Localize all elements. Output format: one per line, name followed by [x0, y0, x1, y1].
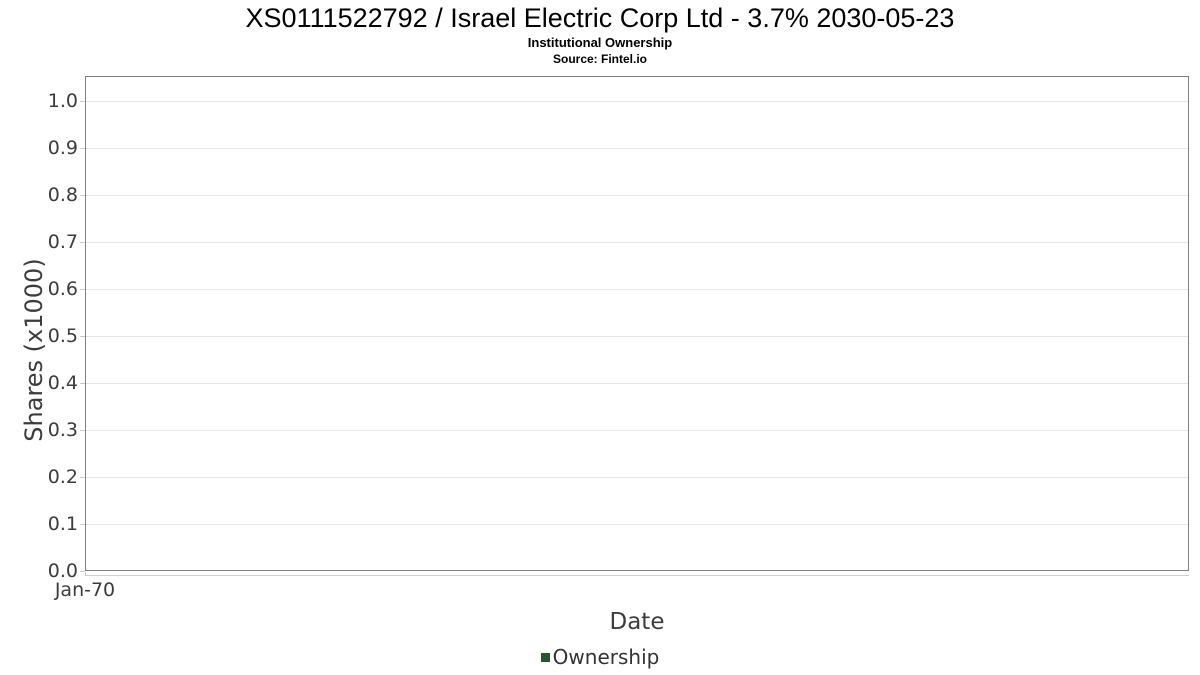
- chart-source: Source: Fintel.io: [552, 52, 647, 66]
- y-gridline: [86, 336, 1188, 337]
- y-tick-label: 0.1: [47, 513, 78, 535]
- y-tick-mark: [80, 571, 85, 572]
- y-tick-label: 0.3: [47, 419, 78, 441]
- y-tick-mark: [80, 477, 85, 478]
- y-tick-mark: [80, 242, 85, 243]
- y-tick-label: 0.5: [47, 325, 78, 347]
- y-tick-mark: [80, 383, 85, 384]
- legend-label: Ownership: [552, 645, 660, 669]
- y-tick-label: 0.6: [47, 278, 78, 300]
- y-tick-mark: [80, 148, 85, 149]
- plot-area: [85, 76, 1189, 571]
- y-gridline: [86, 430, 1188, 431]
- y-tick-label: 0.4: [47, 372, 78, 394]
- legend: Ownership: [0, 645, 1200, 669]
- y-gridline: [86, 195, 1188, 196]
- y-tick-mark: [80, 289, 85, 290]
- y-tick-mark: [80, 336, 85, 337]
- y-tick-mark: [80, 195, 85, 196]
- x-tick-mark: [85, 572, 86, 576]
- y-tick-mark: [80, 101, 85, 102]
- y-tick-mark: [80, 430, 85, 431]
- x-tick-label: Jan-70: [54, 579, 116, 601]
- y-gridline: [86, 148, 1188, 149]
- y-tick-label: 0.2: [47, 466, 78, 488]
- y-gridline: [86, 101, 1188, 102]
- y-tick-mark: [80, 524, 85, 525]
- y-tick-label: 1.0: [47, 90, 78, 112]
- chart-title: XS0111522792 / Israel Electric Corp Ltd …: [245, 3, 955, 33]
- x-axis-line: [85, 575, 1189, 576]
- y-gridline: [86, 477, 1188, 478]
- y-gridline: [86, 383, 1188, 384]
- y-tick-label: 0.7: [47, 231, 78, 253]
- y-gridline: [86, 289, 1188, 290]
- y-gridline: [86, 524, 1188, 525]
- series-marker-icon: [540, 652, 550, 662]
- legend-item-ownership[interactable]: Ownership: [540, 645, 660, 669]
- y-tick-label: 0.8: [47, 184, 78, 206]
- y-tick-label: 0.0: [47, 560, 78, 582]
- y-gridline: [86, 242, 1188, 243]
- y-tick-label: 0.9: [47, 137, 78, 159]
- chart-subtitle: Institutional Ownership: [527, 35, 673, 50]
- x-axis-title: Date: [609, 609, 665, 635]
